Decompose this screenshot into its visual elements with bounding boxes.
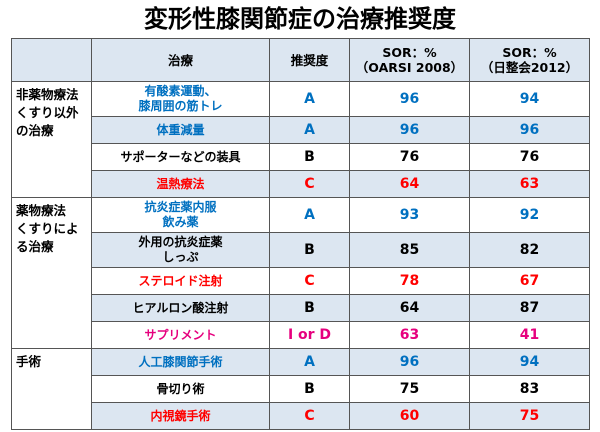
sor-oarsi-cell: 96 (349, 116, 470, 144)
treatment-cell: 抗炎症薬内服 飲み薬 (91, 197, 270, 233)
header-treatment: 治療 (91, 38, 270, 82)
header-sor-jos-sub: （日整会2012） (480, 60, 579, 75)
grade-cell: I or D (269, 321, 350, 349)
sor-jos-cell: 87 (469, 294, 590, 322)
table-row: 手術 人工膝関節手術 A 96 94 (11, 348, 590, 430)
sor-jos-cell: 83 (469, 375, 590, 403)
grade-cell: B (269, 375, 350, 403)
table-row: サプリメント I or D 63 41 (12, 321, 590, 349)
recommendation-table: 治療 推奨度 SOR：% （OARSI 2008） SOR：% （日整会2012… (11, 38, 590, 430)
table-row: ヒアルロン酸注射 B 64 87 (12, 294, 590, 322)
header-sor-oarsi-sub: （OARSI 2008） (355, 60, 464, 75)
sor-oarsi-cell: 63 (349, 321, 470, 349)
table-row: サポーターなどの装具 B 76 76 (12, 143, 590, 171)
sor-jos-cell: 63 (469, 170, 590, 198)
grade-cell: A (269, 116, 350, 144)
table-row: 体重減量 A 96 96 (12, 116, 590, 144)
treatment-cell: サプリメント (91, 321, 270, 349)
sor-oarsi-cell: 96 (349, 81, 470, 117)
treatment-cell: 体重減量 (91, 116, 270, 144)
grade-cell: B (269, 232, 350, 268)
sor-oarsi-cell: 64 (349, 170, 470, 198)
sor-jos-cell: 76 (469, 143, 590, 171)
table-row: 非薬物療法 くすり以外の治療 有酸素運動、 膝周囲の筋トレ A 96 94 (11, 81, 590, 198)
table-row: 骨切り術 B 75 83 (12, 375, 590, 403)
sor-oarsi-cell: 78 (349, 267, 470, 295)
sor-jos-cell: 82 (469, 232, 590, 268)
table-row: 薬物療法 くすりによる治療 抗炎症薬内服 飲み薬 A 93 92 (11, 197, 590, 349)
header-sor-oarsi: SOR：% （OARSI 2008） (349, 38, 470, 82)
table-row: 外用の抗炎症薬 しっぷ B 85 82 (12, 232, 590, 268)
grade-cell: A (269, 197, 350, 233)
treatment-cell: 人工膝関節手術 (91, 348, 270, 376)
treatment-cell: 骨切り術 (91, 375, 270, 403)
sor-jos-cell: 92 (469, 197, 590, 233)
sor-jos-cell: 94 (469, 81, 590, 117)
category-cell-surgery: 手術 (11, 348, 92, 430)
treatment-cell: 温熱療法 (91, 170, 270, 198)
grade-cell: A (269, 81, 350, 117)
grade-cell: A (269, 348, 350, 376)
header-sor-jos-label: SOR：% (502, 45, 557, 60)
header-sor-oarsi-label: SOR：% (382, 45, 437, 60)
sor-oarsi-cell: 75 (349, 375, 470, 403)
treatment-cell: サポーターなどの装具 (91, 143, 270, 171)
sor-oarsi-cell: 96 (349, 348, 470, 376)
header-category (11, 38, 92, 82)
grade-cell: C (269, 170, 350, 198)
treatment-cell: ステロイド注射 (91, 267, 270, 295)
sor-jos-cell: 96 (469, 116, 590, 144)
treatment-cell: 内視鏡手術 (91, 402, 270, 430)
sor-oarsi-cell: 64 (349, 294, 470, 322)
table-row: ステロイド注射 C 78 67 (12, 267, 590, 295)
sor-oarsi-cell: 76 (349, 143, 470, 171)
sor-oarsi-cell: 93 (349, 197, 470, 233)
sor-oarsi-cell: 85 (349, 232, 470, 268)
category-cell-pharm: 薬物療法 くすりによる治療 (11, 197, 92, 349)
header-grade: 推奨度 (269, 38, 350, 82)
grade-cell: B (269, 294, 350, 322)
sor-jos-cell: 75 (469, 402, 590, 430)
treatment-cell: ヒアルロン酸注射 (91, 294, 270, 322)
table-row: 内視鏡手術 C 60 75 (12, 402, 590, 430)
grade-cell: C (269, 402, 350, 430)
category-cell-nonpharm: 非薬物療法 くすり以外の治療 (11, 81, 92, 198)
treatment-cell: 有酸素運動、 膝周囲の筋トレ (91, 81, 270, 117)
header-sor-jos: SOR：% （日整会2012） (469, 38, 590, 82)
grade-cell: C (269, 267, 350, 295)
table-row: 温熱療法 C 64 63 (12, 170, 590, 198)
page-title: 変形性膝関節症の治療推奨度 (144, 5, 456, 33)
sor-jos-cell: 67 (469, 267, 590, 295)
treatment-cell: 外用の抗炎症薬 しっぷ (91, 232, 270, 268)
grade-cell: B (269, 143, 350, 171)
sor-oarsi-cell: 60 (349, 402, 470, 430)
sor-jos-cell: 94 (469, 348, 590, 376)
table-header-row: 治療 推奨度 SOR：% （OARSI 2008） SOR：% （日整会2012… (11, 38, 590, 82)
sor-jos-cell: 41 (469, 321, 590, 349)
